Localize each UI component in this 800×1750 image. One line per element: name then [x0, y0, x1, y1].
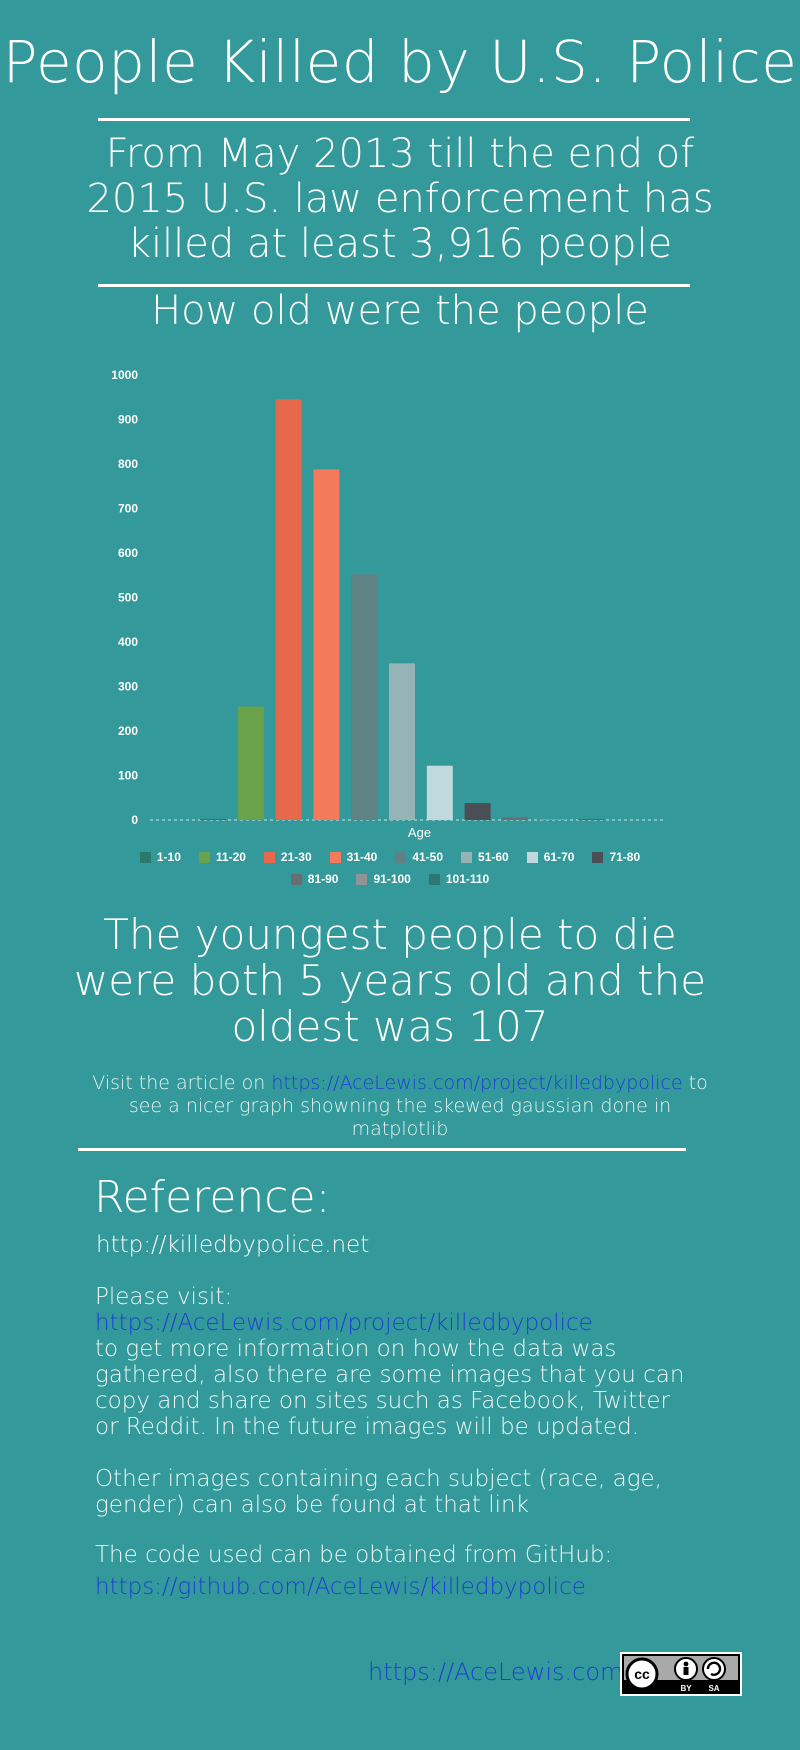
legend-swatch — [526, 851, 538, 863]
reference-url[interactable]: http://killedbypolice.net — [96, 1232, 370, 1258]
legend-item[interactable]: 21-30 — [263, 850, 312, 864]
bar-81-90 — [502, 817, 529, 820]
legend-swatch — [139, 851, 151, 863]
y-tick-label: 400 — [118, 635, 138, 649]
chart-subtitle: How old were the people — [151, 288, 649, 334]
bar-51-60 — [389, 663, 415, 820]
cc-mark: cc — [634, 1666, 650, 1682]
legend-swatch — [356, 873, 368, 885]
x-axis-label: Age — [408, 825, 431, 840]
y-tick-label: 900 — [118, 413, 138, 427]
legend-item[interactable]: 11-20 — [198, 850, 246, 864]
code-text: The code used can be obtained from GitHu… — [95, 1542, 613, 1568]
legend-item[interactable]: 101-110 — [428, 872, 490, 886]
bar-71-80 — [464, 803, 491, 820]
legend-label: 51-60 — [478, 850, 509, 864]
legend-item[interactable]: 81-90 — [290, 872, 339, 886]
reference-divider — [78, 1148, 686, 1151]
cc-license-badge[interactable]: cc BY SA — [620, 1652, 742, 1696]
y-tick-label: 600 — [118, 546, 138, 560]
y-tick-label: 500 — [118, 591, 138, 605]
bar-21-30 — [275, 399, 302, 820]
headline-divider — [98, 284, 690, 287]
y-tick-label: 1000 — [111, 368, 138, 382]
bar-41-50 — [351, 574, 378, 820]
y-tick-label: 300 — [118, 680, 138, 694]
page-title: People Killed by U.S. Police — [2, 28, 798, 96]
legend-swatch — [461, 851, 473, 863]
y-tick-label: 200 — [118, 724, 138, 738]
legend-swatch — [329, 851, 341, 863]
legend-item[interactable]: 31-40 — [329, 850, 378, 864]
y-tick-label: 800 — [118, 457, 138, 471]
bar-61-70 — [426, 765, 453, 820]
bar-1-10 — [200, 819, 226, 820]
legend-label: 21-30 — [280, 850, 312, 864]
legend-label: 61-70 — [543, 850, 575, 864]
legend-swatch — [428, 873, 440, 885]
note-prefix: Visit the article on — [92, 1072, 266, 1094]
age-fact: The youngest people to die were both 5 y… — [73, 910, 707, 1051]
legend-label: 71-80 — [609, 850, 641, 864]
y-tick-label: 100 — [118, 769, 138, 783]
y-tick-label: 0 — [131, 813, 138, 827]
title-divider — [98, 118, 690, 121]
bar-91-100 — [540, 819, 567, 820]
legend-swatch — [263, 851, 275, 863]
y-tick-label: 700 — [118, 502, 138, 516]
legend-swatch — [198, 851, 210, 863]
legend-item[interactable]: 1-10 — [139, 850, 181, 864]
legend-item[interactable]: 91-100 — [356, 872, 411, 886]
bar-101-110 — [578, 819, 604, 820]
visit-text: to get more information on how the data … — [95, 1336, 685, 1440]
legend-swatch — [592, 851, 604, 863]
legend-label: 81-90 — [307, 872, 339, 886]
article-link[interactable]: https://AceLewis.com/project/killedbypol… — [271, 1072, 683, 1094]
footer-site-link[interactable]: https://AceLewis.com — [368, 1658, 624, 1686]
sa-mark: SA — [708, 1684, 719, 1693]
legend-item[interactable]: 61-70 — [526, 850, 575, 864]
by-mark: BY — [680, 1684, 692, 1693]
age-bar-chart: 0 100 200 300 400 500 600 700 800 900 1000 Age — [111, 368, 665, 840]
legend-label: 91-100 — [373, 872, 411, 886]
bar-11-20 — [237, 706, 264, 820]
legend-label: 101-110 — [445, 872, 490, 886]
bar-31-40 — [313, 469, 340, 820]
legend-label: 41-50 — [412, 850, 444, 864]
chart-legend: 1-10 11-20 21-30 31-40 41-50 51-60 61-70 71-80 8… — [110, 850, 670, 886]
legend-label: 11-20 — [215, 850, 246, 864]
github-link[interactable]: https://github.com/AceLewis/killedbypoli… — [95, 1574, 586, 1600]
article-note: Visit the article on https://AceLewis.co… — [80, 1072, 720, 1141]
other-images-paragraph: Other images containing each subject (ra… — [95, 1466, 662, 1518]
legend-label: 31-40 — [346, 850, 378, 864]
legend-item[interactable]: 71-80 — [592, 850, 640, 864]
visit-prefix: Please visit: — [95, 1284, 233, 1310]
headline: From May 2013 till the end of 2015 U.S. … — [86, 131, 714, 267]
legend-item[interactable]: 51-60 — [461, 850, 509, 864]
legend-swatch — [395, 851, 407, 863]
code-paragraph: The code used can be obtained from GitHu… — [95, 1542, 695, 1600]
visit-link[interactable]: https://AceLewis.com/project/killedbypol… — [95, 1310, 593, 1336]
reference-heading: Reference: — [94, 1172, 331, 1223]
legend-swatch — [290, 873, 302, 885]
legend-label: 1-10 — [156, 850, 181, 864]
visit-paragraph: Please visit: https://AceLewis.com/proje… — [95, 1284, 695, 1440]
legend-item[interactable]: 41-50 — [395, 850, 443, 864]
cc-by-sa-icon: cc BY SA — [624, 1656, 738, 1693]
note-suffix: to see a nicer graph showning the skewed… — [128, 1072, 708, 1140]
